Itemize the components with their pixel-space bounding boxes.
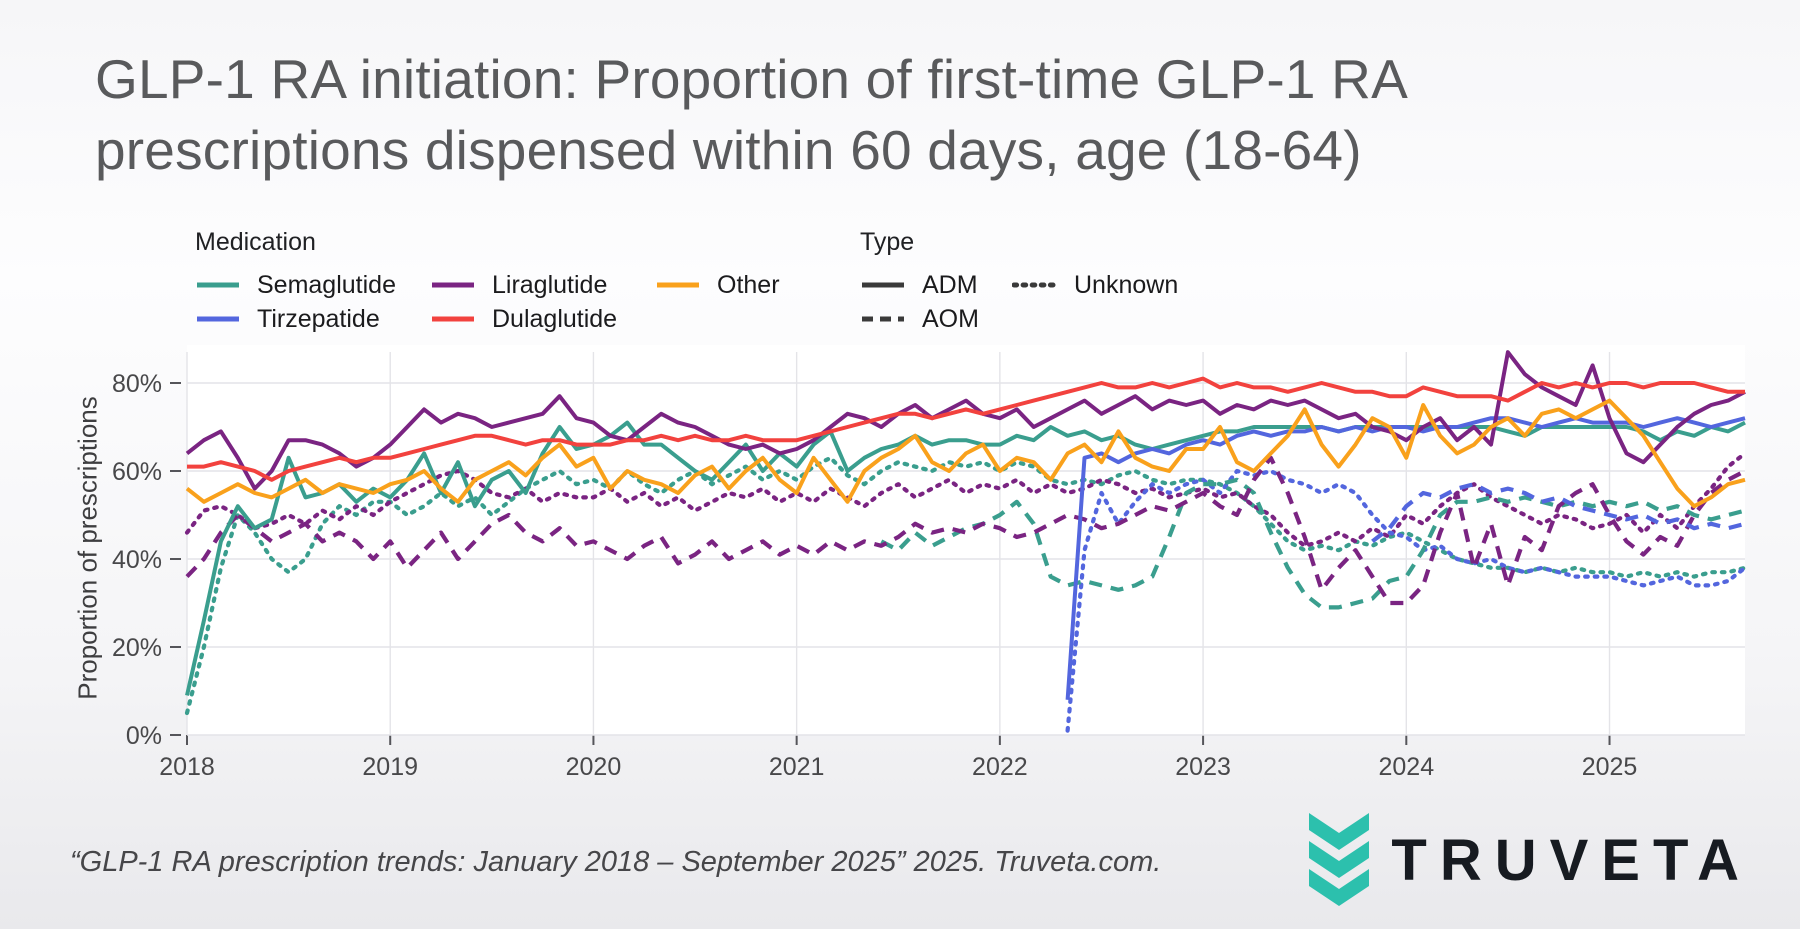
legend-label: AOM bbox=[922, 304, 979, 333]
series-semaglutide-aom bbox=[880, 477, 1746, 610]
series-liraglutide-adm bbox=[185, 350, 1746, 491]
series-dulaglutide-adm bbox=[187, 376, 1745, 482]
series-liraglutide-unknown bbox=[184, 451, 1748, 548]
legend-swatch-dashed bbox=[862, 316, 904, 322]
truveta-leaf-icon bbox=[1309, 813, 1370, 906]
legend-swatch-solid bbox=[432, 316, 474, 322]
x-tick-label-2018: 2018 bbox=[159, 753, 215, 781]
page-title: GLP-1 RA initiation: Proportion of first… bbox=[95, 44, 1408, 186]
legend-swatch-solid bbox=[657, 282, 699, 288]
x-tick-label-2019: 2019 bbox=[362, 753, 418, 781]
legend-swatch-solid bbox=[197, 282, 239, 288]
page-title-line2: prescriptions dispensed within 60 days, … bbox=[95, 119, 1362, 181]
legend-item-dulaglutide: Dulaglutide bbox=[430, 304, 617, 334]
plot-area bbox=[187, 345, 1745, 735]
x-tick-label-2022: 2022 bbox=[972, 753, 1028, 781]
legend-item-adm: ADM bbox=[860, 270, 978, 300]
legend-swatch-dotted bbox=[1012, 282, 1058, 288]
y-tick-label-20: 20% bbox=[112, 634, 162, 662]
legend-swatch-solid bbox=[862, 282, 904, 288]
legend-item-unknown: Unknown bbox=[1012, 270, 1178, 300]
series-semaglutide-unknown bbox=[184, 455, 1748, 716]
series-liraglutide-aom bbox=[185, 455, 1746, 606]
legend-label: Other bbox=[717, 270, 780, 299]
citation-text: “GLP-1 RA prescription trends: January 2… bbox=[70, 846, 1162, 878]
x-tick-label-2023: 2023 bbox=[1175, 753, 1231, 781]
legend-swatch-solid bbox=[432, 282, 474, 288]
legend-label: Liraglutide bbox=[492, 270, 608, 299]
truveta-logo: TRUVETA bbox=[1307, 810, 1752, 910]
series-semaglutide-adm bbox=[185, 420, 1746, 696]
series-tirzepatide-unknown bbox=[1065, 468, 1748, 733]
x-tick-label-2025: 2025 bbox=[1582, 753, 1638, 781]
legend-label: Tirzepatide bbox=[257, 304, 380, 333]
legend-label: Dulaglutide bbox=[492, 304, 618, 333]
legend-item-other: Other bbox=[655, 270, 780, 300]
page-title-line1: GLP-1 RA initiation: Proportion of first… bbox=[95, 48, 1408, 110]
legend-medication-header: Medication bbox=[195, 228, 316, 256]
legend-type-header: Type bbox=[860, 228, 915, 256]
series-other-adm bbox=[185, 398, 1746, 509]
legend-label: ADM bbox=[922, 270, 978, 299]
legend-item-tirzepatide: Tirzepatide bbox=[195, 304, 380, 334]
y-axis-title: Proportion of prescriptions bbox=[72, 396, 103, 700]
x-tick-label-2021: 2021 bbox=[769, 753, 825, 781]
y-tick-label-80: 80% bbox=[112, 370, 162, 398]
y-tick-label-60: 60% bbox=[112, 458, 162, 486]
x-tick-label-2024: 2024 bbox=[1378, 753, 1434, 781]
y-tick-label-40: 40% bbox=[112, 546, 162, 574]
legend-label: Semaglutide bbox=[257, 270, 396, 299]
x-tick-label-2020: 2020 bbox=[566, 753, 622, 781]
legend-swatch-solid bbox=[197, 316, 239, 322]
legend-item-liraglutide: Liraglutide bbox=[430, 270, 607, 300]
y-tick-label-0: 0% bbox=[126, 722, 162, 750]
legend-label: Unknown bbox=[1074, 270, 1179, 299]
legend-item-semaglutide: Semaglutide bbox=[195, 270, 396, 300]
brand-wordmark: TRUVETA bbox=[1391, 827, 1752, 893]
legend-item-aom: AOM bbox=[860, 304, 979, 334]
